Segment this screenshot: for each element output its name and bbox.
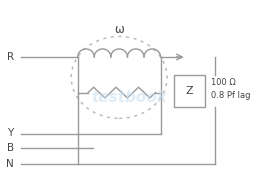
Text: B: B: [7, 143, 14, 153]
Text: N: N: [6, 159, 14, 169]
Text: testbook: testbook: [91, 90, 168, 105]
Text: 100 Ω
0.8 Pf lag: 100 Ω 0.8 Pf lag: [211, 78, 251, 100]
Bar: [174, 75, 205, 107]
Text: ω: ω: [114, 23, 124, 36]
Text: Y: Y: [7, 129, 13, 138]
Text: Z: Z: [185, 86, 193, 96]
Text: R: R: [7, 52, 14, 62]
